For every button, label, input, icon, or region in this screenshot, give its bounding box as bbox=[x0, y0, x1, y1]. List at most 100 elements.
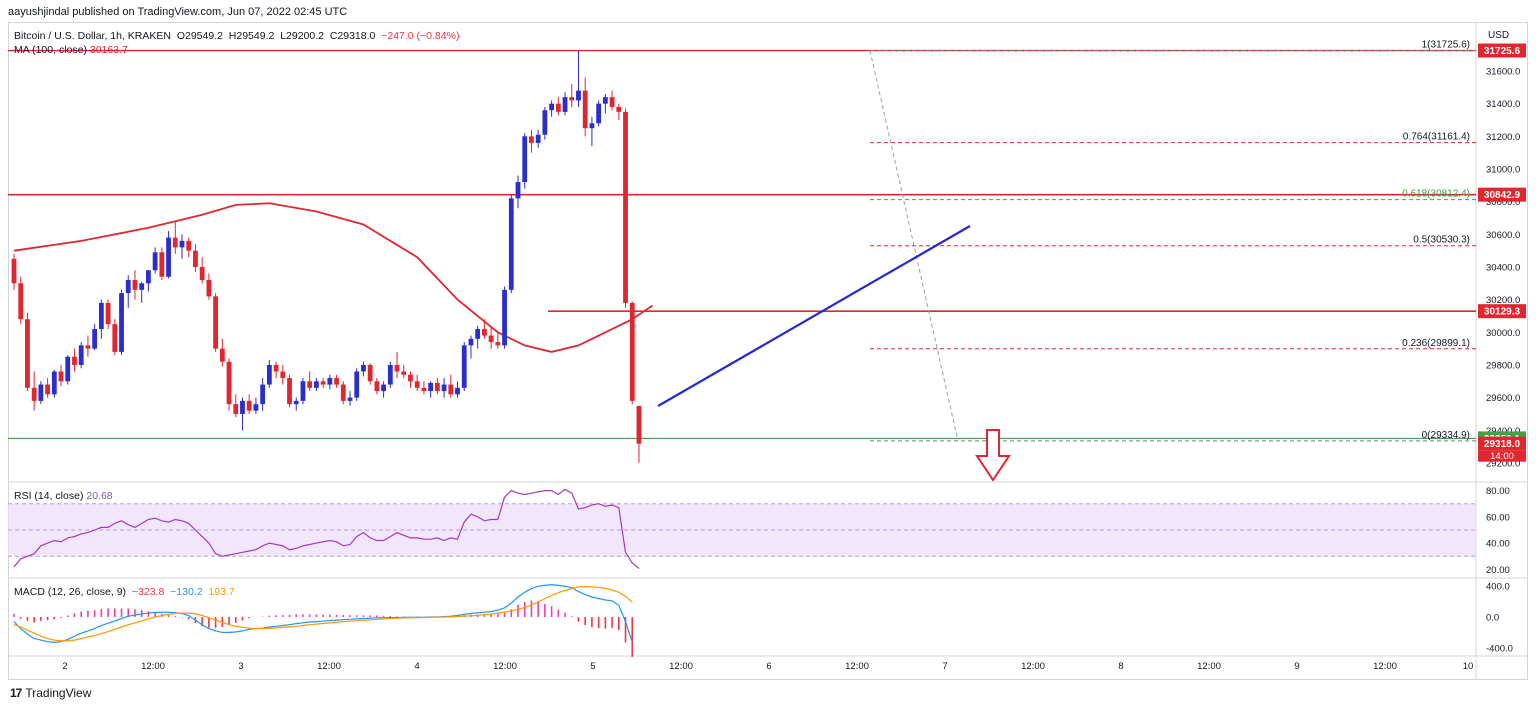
change-value: −247.0 (−0.84%) bbox=[381, 30, 460, 42]
fib-level-label: 0(29334.9) bbox=[1422, 430, 1470, 441]
candle-body bbox=[374, 381, 380, 392]
candle-body bbox=[562, 97, 568, 112]
candle-body bbox=[219, 348, 225, 362]
price-axis-label-bg bbox=[1478, 43, 1526, 58]
candle-body bbox=[78, 345, 84, 365]
candle-body bbox=[51, 371, 57, 395]
x-tick-label: 12:00 bbox=[669, 661, 693, 672]
candle-body bbox=[502, 289, 507, 346]
y-tick-label: 29800.0 bbox=[1486, 360, 1520, 371]
candle-body bbox=[125, 280, 131, 294]
countdown-bg bbox=[1478, 450, 1526, 462]
rsi-y-tick-label: 60.00 bbox=[1486, 512, 1510, 523]
candle-body bbox=[401, 371, 407, 375]
candle-body bbox=[159, 252, 165, 277]
candle-body bbox=[434, 382, 440, 392]
price-axis-label: 29318.0 bbox=[1484, 439, 1521, 450]
candle-body bbox=[623, 111, 628, 303]
candle-body bbox=[421, 387, 427, 392]
candle-body bbox=[253, 404, 259, 411]
candle-body bbox=[394, 364, 400, 372]
countdown-label: 14:00 bbox=[1490, 451, 1514, 462]
macd-label: MACD (12, 26, close, 9) bbox=[14, 586, 127, 598]
candle-body bbox=[320, 381, 326, 385]
candle-body bbox=[273, 364, 279, 372]
candle-body bbox=[139, 283, 145, 290]
symbol-title: Bitcoin / U.S. Dollar, 1h, KRAKEN bbox=[14, 30, 171, 42]
candle-body bbox=[85, 345, 91, 349]
ma-label: MA (100, close) bbox=[14, 44, 87, 56]
candle-body bbox=[199, 266, 205, 281]
candle-body bbox=[381, 384, 386, 392]
candle-body bbox=[72, 356, 77, 365]
candle-body bbox=[266, 364, 272, 385]
bullish-trend-line bbox=[657, 225, 971, 407]
x-tick-label: 8 bbox=[1118, 661, 1123, 672]
candle-body bbox=[602, 97, 608, 104]
symbol-header: Bitcoin / U.S. Dollar, 1h, KRAKEN O29549… bbox=[14, 30, 459, 42]
rsi-y-tick-label: 20.00 bbox=[1486, 565, 1510, 576]
x-tick-label: 12:00 bbox=[317, 661, 341, 672]
candle-body bbox=[240, 400, 245, 414]
x-tick-label: 12:00 bbox=[493, 661, 517, 672]
candle-body bbox=[172, 237, 178, 248]
candle-body bbox=[18, 283, 24, 320]
candle-body bbox=[387, 364, 393, 385]
candle-body bbox=[334, 378, 339, 385]
macd-line-value: −130.2 bbox=[170, 586, 203, 598]
fib-diagonal bbox=[869, 50, 959, 442]
candle-body bbox=[529, 136, 534, 143]
candle-body bbox=[428, 382, 434, 392]
rsi-y-tick-label: 80.00 bbox=[1486, 486, 1510, 497]
candle-body bbox=[166, 237, 171, 277]
candle-body bbox=[327, 378, 333, 385]
rsi-line bbox=[13, 488, 640, 569]
candle-body bbox=[347, 397, 353, 401]
price-axis-label: 31725.6 bbox=[1484, 46, 1521, 57]
rsi-label: RSI (14, close) bbox=[14, 490, 84, 502]
candle-body bbox=[92, 329, 98, 349]
price-axis-label: 30129.3 bbox=[1484, 307, 1521, 318]
x-tick-label: 2 bbox=[62, 661, 67, 672]
candle-body bbox=[576, 90, 581, 101]
candle-body bbox=[495, 342, 501, 346]
candle-body bbox=[616, 106, 622, 112]
candle-body bbox=[98, 302, 104, 330]
candle-body bbox=[629, 302, 635, 401]
macd-y-tick-label: -400.0 bbox=[1486, 643, 1513, 654]
fib-level-label: 0.764(31161.4) bbox=[1403, 132, 1470, 143]
macd-legend: MACD (12, 26, close, 9) −323.8 −130.2 19… bbox=[14, 586, 235, 598]
price-axis-label-bg bbox=[1478, 436, 1526, 451]
candle-body bbox=[31, 387, 37, 401]
candle-body bbox=[146, 270, 151, 284]
candle-body bbox=[300, 381, 306, 401]
fib-level-label: 0.5(30530.3) bbox=[1413, 235, 1470, 246]
rsi-band bbox=[8, 503, 1476, 557]
candle-body bbox=[38, 384, 44, 401]
candle-body bbox=[246, 400, 252, 411]
candle-body bbox=[468, 338, 474, 346]
ma-value: 30163.7 bbox=[89, 44, 128, 56]
candle-body bbox=[555, 103, 561, 112]
chart-frame bbox=[8, 22, 1528, 680]
candle-body bbox=[542, 110, 548, 135]
rsi-y-tick-label: 40.00 bbox=[1486, 539, 1510, 550]
x-tick-label: 12:00 bbox=[1197, 661, 1221, 672]
candle-body bbox=[508, 198, 514, 290]
close-value: C29318.0 bbox=[329, 30, 376, 42]
candle-body bbox=[206, 280, 212, 297]
candle-body bbox=[287, 378, 292, 405]
candle-body bbox=[549, 103, 554, 111]
macd-y-tick-label: 0.0 bbox=[1486, 613, 1499, 624]
candle-body bbox=[408, 374, 413, 382]
candle-body bbox=[455, 387, 460, 395]
footer-brand[interactable]: 17 TradingView bbox=[10, 686, 91, 700]
candle-body bbox=[65, 356, 71, 382]
x-tick-label: 7 bbox=[942, 661, 947, 672]
fib-level-label: 0.618(30812.4) bbox=[1402, 189, 1470, 200]
y-tick-label: 29400.0 bbox=[1486, 426, 1520, 437]
rsi-legend: RSI (14, close) 20.68 bbox=[14, 490, 113, 502]
candle-body bbox=[461, 345, 467, 388]
y-tick-label: 31400.0 bbox=[1486, 99, 1520, 110]
